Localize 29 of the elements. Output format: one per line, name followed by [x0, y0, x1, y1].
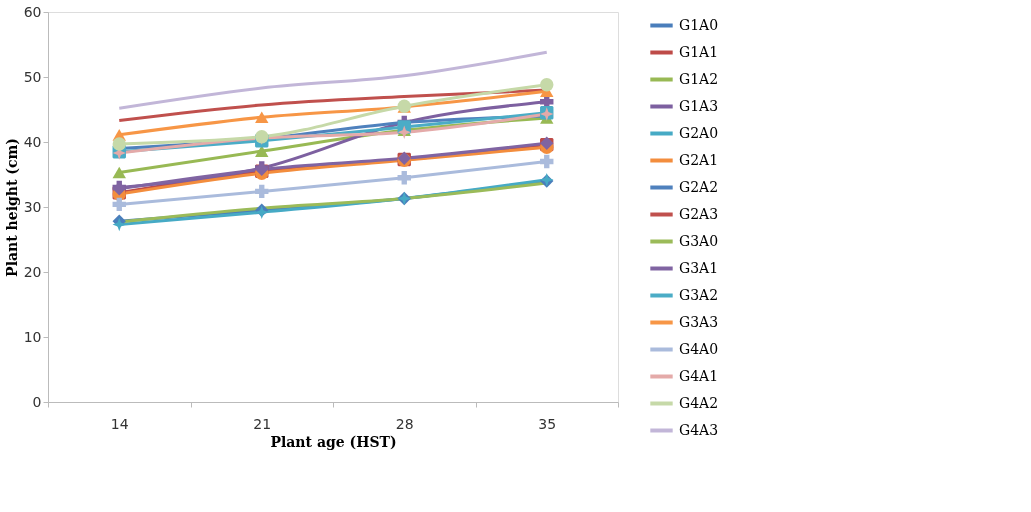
- legend-label: G3A1: [679, 259, 719, 276]
- legend-label: G3A3: [679, 313, 719, 330]
- x-axis-title: Plant age (HST): [270, 433, 397, 450]
- y-axis-title: Plant height (cm): [3, 138, 20, 277]
- x-tick-label: 21: [253, 415, 272, 432]
- legend-label: G2A0: [679, 124, 719, 141]
- y-tick-label: 60: [23, 3, 42, 20]
- legend-label: G1A3: [679, 97, 719, 114]
- legend-label: G4A2: [679, 394, 719, 411]
- y-tick-label: 40: [23, 133, 42, 150]
- legend-label: G1A0: [679, 16, 719, 33]
- legend-label: G3A2: [679, 286, 719, 303]
- legend-label: G3A0: [679, 232, 719, 249]
- x-tick-label: 35: [538, 415, 557, 432]
- x-tick-label: 28: [395, 415, 414, 432]
- y-tick-label: 0: [32, 393, 42, 410]
- y-tick-label: 20: [23, 263, 42, 280]
- x-tick-label: 14: [110, 415, 129, 432]
- y-tick-label: 50: [23, 68, 42, 85]
- legend-label: G4A1: [679, 367, 719, 384]
- legend-label: G2A3: [679, 205, 719, 222]
- legend-label: G2A1: [679, 151, 719, 168]
- legend-label: G2A2: [679, 178, 719, 195]
- legend-label: G4A3: [679, 421, 719, 438]
- y-tick-label: 30: [23, 198, 42, 215]
- legend-label: G1A2: [679, 70, 719, 87]
- y-tick-label: 10: [23, 328, 42, 345]
- legend-label: G1A1: [679, 43, 719, 60]
- legend-label: G4A0: [679, 340, 719, 357]
